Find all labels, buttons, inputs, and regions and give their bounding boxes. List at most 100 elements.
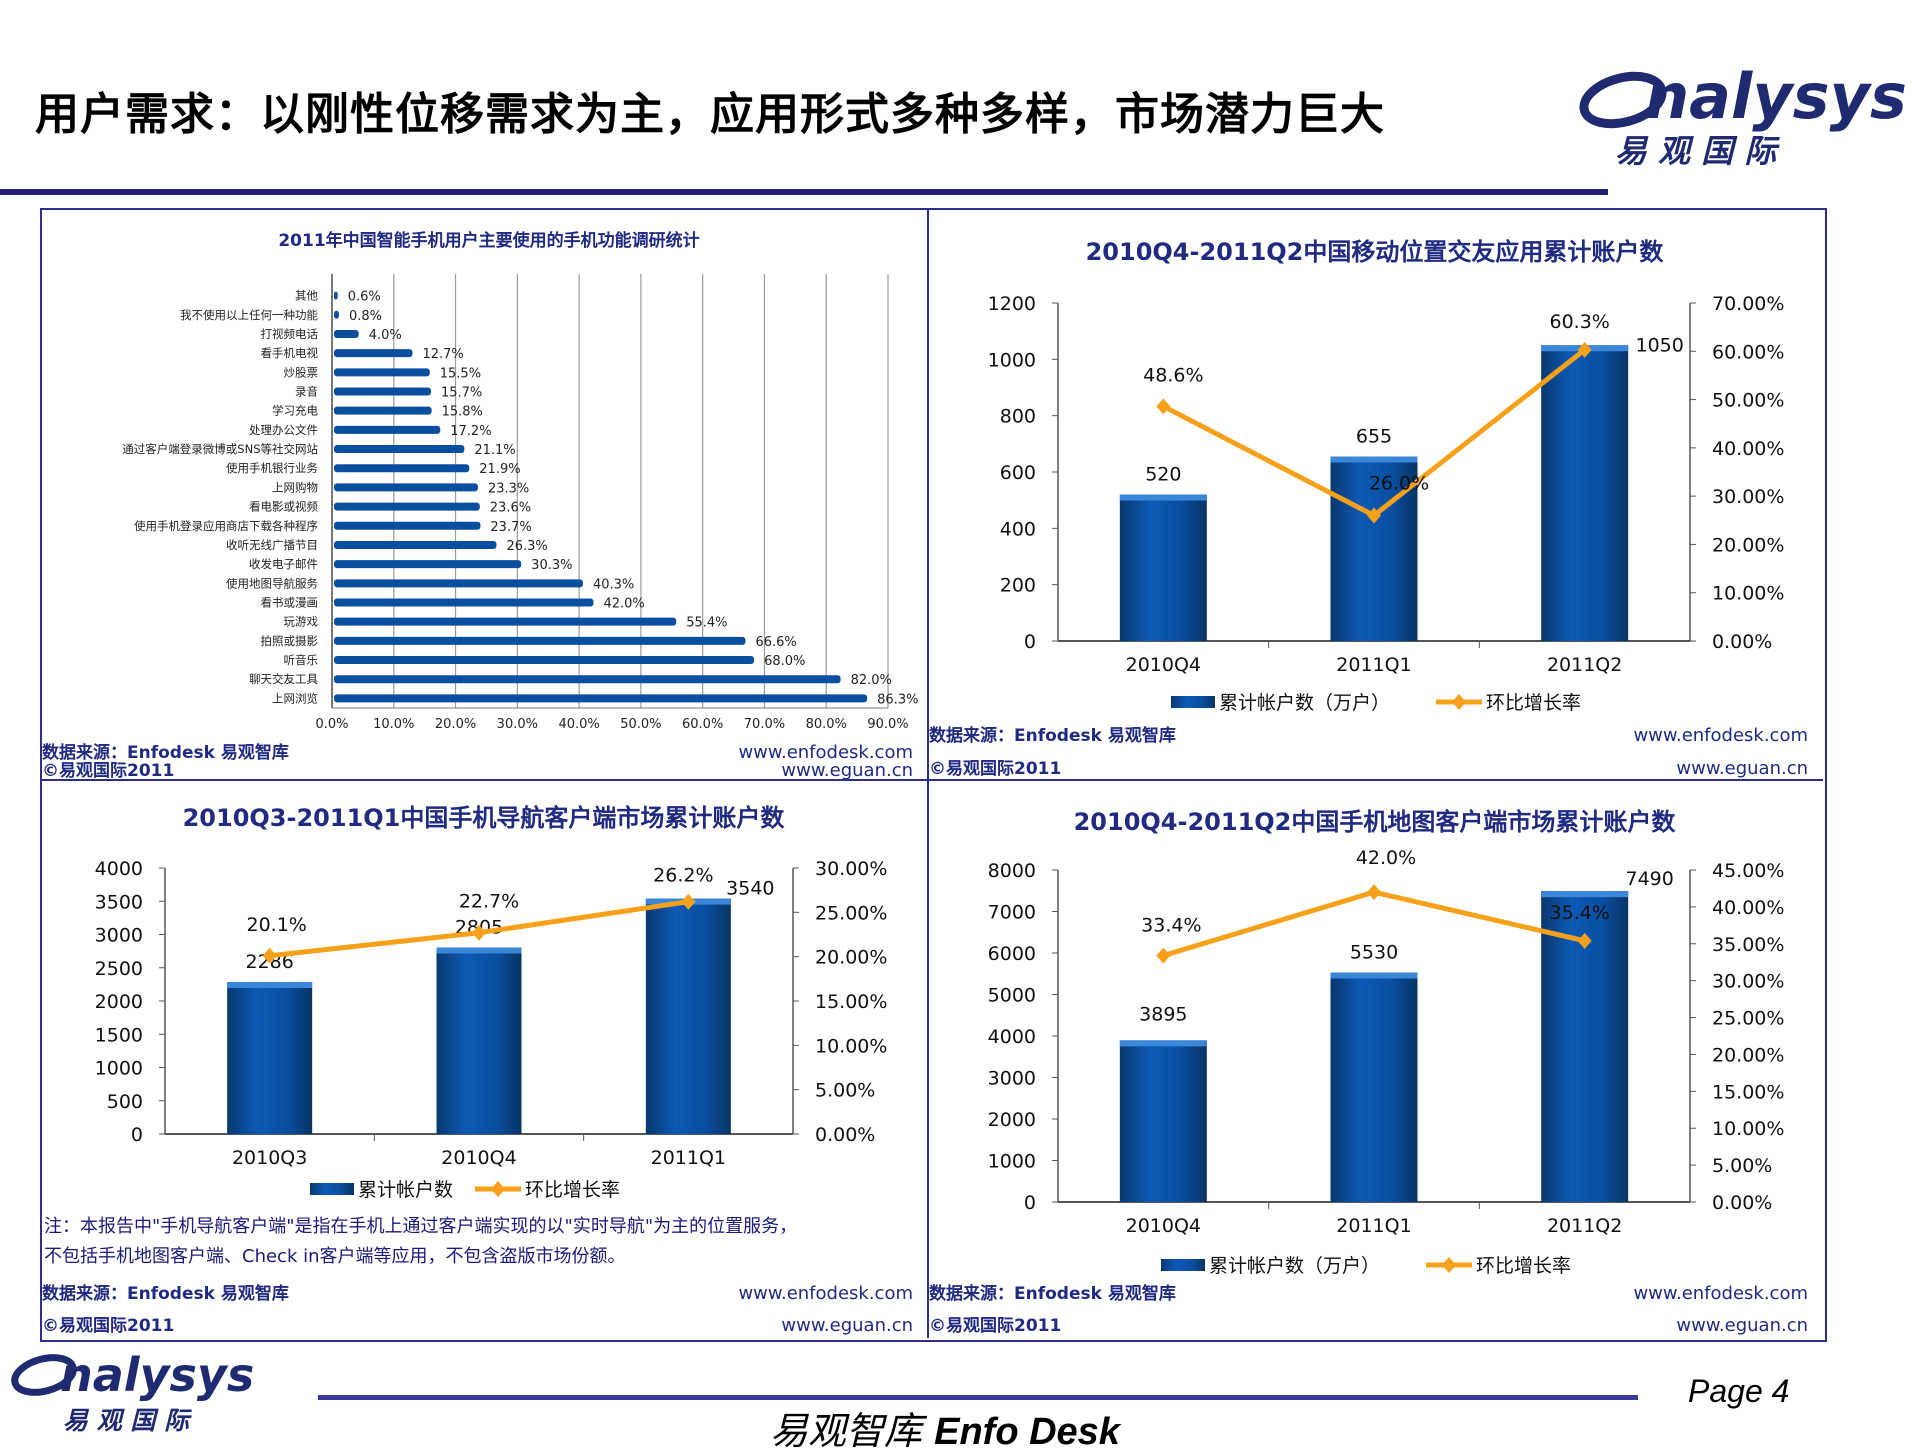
charts-frame <box>40 208 1827 1342</box>
growth-marker <box>1156 947 1171 964</box>
category-label: 2010Q3 <box>232 1147 307 1169</box>
y2-tick-label: 35.00% <box>1712 934 1784 956</box>
category-label: 收听无线广播节目 <box>226 538 318 552</box>
category-label: 打视频电话 <box>261 327 319 341</box>
category-label: 上网购物 <box>272 480 318 494</box>
y-tick-label: 1000 <box>95 1058 143 1080</box>
source-note: 数据来源：Enfodesk 易观智库 <box>42 1283 289 1304</box>
y2-tick-label: 40.00% <box>1712 438 1784 460</box>
bar <box>334 579 583 588</box>
y2-tick-label: 25.00% <box>815 902 887 924</box>
y2-tick-label: 5.00% <box>815 1080 875 1102</box>
x-tick-label: 30.0% <box>497 717 538 732</box>
bar <box>1119 1040 1207 1202</box>
url-eguan: www.eguan.cn <box>1676 758 1808 779</box>
growth-marker <box>1577 932 1592 949</box>
category-label: 使用手机银行业务 <box>226 461 318 475</box>
url-eguan: www.eguan.cn <box>781 760 913 780</box>
y-tick-label: 3000 <box>988 1068 1036 1090</box>
category-label: 听音乐 <box>284 653 319 667</box>
legend-line-label: 环比增长率 <box>525 1179 620 1201</box>
growth-marker <box>1367 507 1381 524</box>
page-number: Page 4 <box>1688 1373 1790 1409</box>
growth-value-label: 26.2% <box>653 865 713 887</box>
category-label: 2011Q2 <box>1547 654 1622 676</box>
bar <box>334 406 432 415</box>
bar-value-label: 3540 <box>726 878 774 900</box>
bar <box>334 483 478 492</box>
growth-value-label: 42.0% <box>1356 847 1416 869</box>
bar-value-label: 3895 <box>1139 1003 1187 1025</box>
svg-text:nalysys: nalysys <box>1645 60 1907 133</box>
legend-bar-label: 累计帐户数（万户） <box>1219 692 1390 714</box>
bar <box>334 445 465 454</box>
footer-brand-cn: 易观智库 <box>770 1409 923 1453</box>
bar-value-label: 30.3% <box>531 558 572 573</box>
analysys-logo: nalysys 易 观 国 际 <box>1579 60 1907 170</box>
bar-value-label: 7490 <box>1625 868 1673 890</box>
legend-bar-swatch <box>310 1183 354 1195</box>
category-label: 使用地图导航服务 <box>226 576 318 590</box>
category-label: 2011Q1 <box>651 1147 726 1169</box>
y-tick-label: 1000 <box>988 1151 1036 1173</box>
category-label: 收发电子邮件 <box>249 557 318 571</box>
y-tick-label: 1000 <box>988 349 1036 371</box>
bar-value-label: 0.6% <box>348 290 381 305</box>
y-tick-label: 5000 <box>988 985 1036 1007</box>
category-label: 2010Q4 <box>441 1147 516 1169</box>
y-tick-label: 0 <box>1024 1192 1036 1214</box>
bar <box>334 291 338 300</box>
y-tick-label: 1200 <box>988 293 1036 315</box>
footer-brand: 易观智库 Enfo Desk <box>770 1400 1120 1455</box>
bar <box>1119 494 1207 641</box>
category-label: 炒股票 <box>284 365 319 379</box>
y2-tick-label: 45.00% <box>1712 860 1784 882</box>
growth-marker <box>1577 341 1592 358</box>
category-label: 录音 <box>295 385 318 399</box>
y-tick-label: 800 <box>1000 406 1036 428</box>
x-tick-label: 50.0% <box>620 717 661 732</box>
y2-tick-label: 5.00% <box>1712 1155 1772 1177</box>
growth-value-label: 22.7% <box>459 891 519 913</box>
growth-marker <box>1367 884 1381 901</box>
y2-tick-label: 10.00% <box>1712 1118 1784 1140</box>
bar <box>334 310 339 319</box>
logo-cn: 易 观 国 际 <box>63 1406 192 1435</box>
legend-line-label: 环比增长率 <box>1486 692 1581 714</box>
bar <box>334 656 755 665</box>
bar <box>334 464 470 473</box>
y-tick-label: 3500 <box>95 891 143 913</box>
y-tick-label: 0 <box>1024 631 1036 653</box>
growth-value-label: 60.3% <box>1549 311 1609 333</box>
bar <box>334 368 430 377</box>
chart-title: 2010Q4-2011Q2中国手机地图客户端市场累计账户数 <box>1074 808 1677 836</box>
y-tick-label: 0 <box>131 1124 143 1146</box>
bar-value-label: 15.8% <box>442 405 483 420</box>
bar-value-label: 655 <box>1356 426 1392 448</box>
x-tick-label: 40.0% <box>558 717 599 732</box>
bar-value-label: 86.3% <box>877 692 918 707</box>
growth-value-label: 20.1% <box>246 914 306 936</box>
svg-text:nalysys: nalysys <box>60 1348 254 1402</box>
growth-value-label: 33.4% <box>1141 915 1201 937</box>
y2-tick-label: 0.00% <box>815 1124 875 1146</box>
bar <box>334 521 481 530</box>
legend-line-label: 环比增长率 <box>1476 1255 1571 1277</box>
chart-title: 2011年中国智能手机用户主要使用的手机功能调研统计 <box>278 230 699 251</box>
x-tick-label: 80.0% <box>806 717 847 732</box>
copyright-note: ©易观国际2011 <box>42 761 174 780</box>
url-eguan: www.eguan.cn <box>1676 1315 1808 1336</box>
y-tick-label: 2000 <box>988 1109 1036 1131</box>
y-tick-label: 200 <box>1000 575 1036 597</box>
y-tick-label: 400 <box>1000 518 1036 540</box>
bar <box>334 636 746 645</box>
copyright-note: ©易观国际2011 <box>929 759 1061 779</box>
y2-tick-label: 50.00% <box>1712 390 1784 412</box>
bar <box>227 981 313 1134</box>
chart-title: 2010Q4-2011Q2中国移动位置交友应用累计账户数 <box>1086 238 1665 266</box>
bar-value-label: 23.6% <box>490 501 531 516</box>
frame-divider-vertical <box>927 208 929 1338</box>
bar-value-label: 66.6% <box>755 635 796 650</box>
bar <box>334 502 480 511</box>
y-tick-label: 1500 <box>95 1024 143 1046</box>
